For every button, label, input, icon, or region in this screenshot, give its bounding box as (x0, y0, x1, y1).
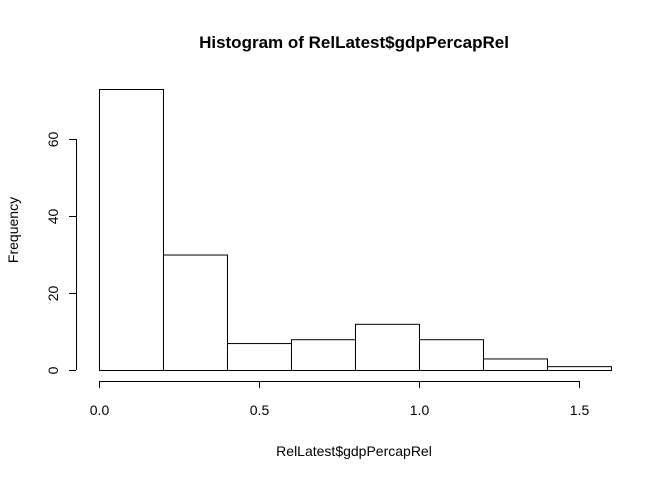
x-tick-label: 0.5 (250, 402, 270, 418)
y-tick-label: 20 (45, 286, 61, 302)
y-axis: 0 20 40 60 (45, 132, 77, 374)
histogram-bar (483, 358, 548, 372)
y-tick-label: 40 (45, 209, 61, 225)
x-axis: 0.0 0.5 1.0 1.5 (90, 381, 590, 418)
y-tick-label: 60 (45, 132, 61, 148)
x-tick-label: 0.0 (90, 402, 110, 418)
histogram-bar (99, 89, 164, 371)
histogram-bars (99, 89, 612, 372)
histogram-bar (419, 339, 484, 371)
x-tick-label: 1.0 (410, 402, 430, 418)
x-axis-label: RelLatest$gdpPercapRel (276, 443, 432, 459)
y-tick-label: 0 (45, 366, 61, 374)
histogram-bar (163, 254, 228, 372)
histogram-bar (291, 339, 356, 371)
y-axis-label: Frequency (5, 197, 21, 263)
x-tick-label: 1.5 (570, 402, 590, 418)
histogram-bar (227, 343, 292, 372)
histogram-bar (355, 323, 420, 372)
histogram-bar (547, 366, 612, 372)
chart-title: Histogram of RelLatest$gdpPercapRel (199, 33, 509, 52)
